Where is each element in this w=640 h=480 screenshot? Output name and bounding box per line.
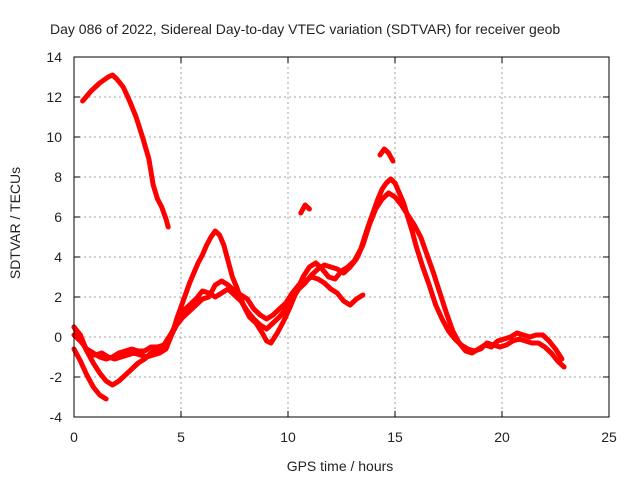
x-tick-label: 15 bbox=[387, 429, 403, 445]
y-tick-label: -4 bbox=[50, 409, 63, 425]
series-line-track-4 bbox=[71, 274, 366, 362]
y-tick-label: 14 bbox=[46, 49, 62, 65]
x-tick-label: 25 bbox=[601, 429, 617, 445]
x-axis-label: GPS time / hours bbox=[287, 458, 394, 474]
series-line-track-6 bbox=[298, 202, 312, 216]
y-tick-label: 2 bbox=[54, 289, 62, 305]
y-tick-label: 0 bbox=[54, 329, 62, 345]
y-tick-label: 6 bbox=[54, 209, 62, 225]
series-line-track-1 bbox=[80, 72, 171, 230]
x-tick-label: 0 bbox=[70, 429, 78, 445]
y-tick-label: 8 bbox=[54, 169, 62, 185]
series-layer bbox=[71, 72, 567, 402]
y-tick-label: -2 bbox=[50, 369, 63, 385]
series-line-track-7 bbox=[377, 146, 396, 164]
y-tick-label: 4 bbox=[54, 249, 62, 265]
series-line-track-2 bbox=[71, 176, 567, 370]
y-tick-label: 10 bbox=[46, 129, 62, 145]
plot-frame bbox=[73, 56, 610, 418]
series-line-track-5 bbox=[71, 346, 109, 402]
chart-title: Day 086 of 2022, Sidereal Day-to-day VTE… bbox=[50, 21, 560, 37]
x-tick-label: 10 bbox=[280, 429, 296, 445]
x-tick-label: 5 bbox=[177, 429, 185, 445]
x-tick-label: 20 bbox=[494, 429, 510, 445]
grid-layer bbox=[74, 57, 609, 417]
series-line-track-3 bbox=[71, 190, 565, 388]
y-axis-label: SDTVAR / TECUs bbox=[7, 167, 23, 279]
y-tick-label: 12 bbox=[46, 89, 62, 105]
